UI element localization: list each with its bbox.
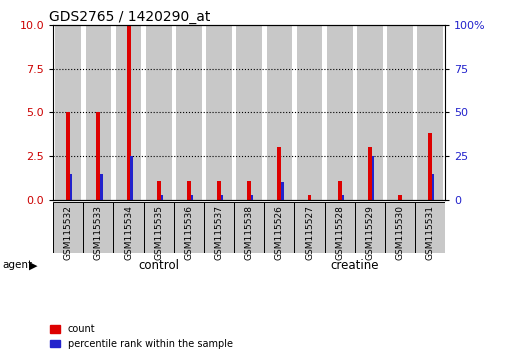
Text: GSM115533: GSM115533	[94, 205, 103, 261]
Bar	[206, 25, 231, 200]
Bar	[186, 181, 190, 200]
Bar	[145, 25, 171, 200]
Bar	[130, 156, 132, 200]
Bar	[116, 25, 141, 200]
Bar	[294, 202, 324, 253]
Bar	[307, 195, 311, 200]
Text: GSM115529: GSM115529	[365, 205, 374, 260]
Text: GSM115530: GSM115530	[395, 205, 403, 261]
Bar	[371, 156, 373, 200]
Bar	[354, 202, 384, 253]
Bar	[357, 25, 382, 200]
Bar	[431, 174, 434, 200]
Bar	[96, 113, 100, 200]
Bar	[85, 25, 111, 200]
Bar	[397, 195, 401, 200]
Text: ▶: ▶	[29, 260, 38, 270]
Bar	[234, 202, 264, 253]
Bar	[66, 113, 70, 200]
Text: agent: agent	[3, 260, 33, 270]
Bar	[247, 181, 250, 200]
Bar	[341, 195, 343, 200]
Bar	[143, 202, 173, 253]
Bar	[126, 25, 130, 200]
Bar	[326, 25, 352, 200]
Bar	[204, 202, 234, 253]
Bar	[157, 181, 161, 200]
Bar	[386, 25, 412, 200]
Bar	[83, 202, 113, 253]
Bar	[281, 183, 283, 200]
Bar	[176, 25, 201, 200]
Text: GSM115532: GSM115532	[64, 205, 73, 260]
Text: GSM115535: GSM115535	[154, 205, 163, 261]
Bar	[160, 195, 163, 200]
Bar	[220, 195, 223, 200]
Bar	[250, 195, 253, 200]
Text: GSM115537: GSM115537	[214, 205, 223, 261]
Text: GSM115528: GSM115528	[334, 205, 343, 260]
Text: GSM115534: GSM115534	[124, 205, 133, 260]
Bar	[337, 181, 341, 200]
Bar	[296, 25, 322, 200]
Bar	[55, 25, 81, 200]
Bar	[70, 174, 72, 200]
Bar	[236, 25, 262, 200]
Bar	[217, 181, 221, 200]
Text: GSM115538: GSM115538	[244, 205, 253, 261]
Text: control: control	[138, 259, 179, 272]
Bar	[277, 147, 281, 200]
Bar	[384, 202, 414, 253]
Bar	[414, 202, 444, 253]
Text: GSM115536: GSM115536	[184, 205, 193, 261]
Bar	[427, 133, 431, 200]
Text: GSM115527: GSM115527	[305, 205, 314, 260]
Bar	[324, 202, 354, 253]
Legend: count, percentile rank within the sample: count, percentile rank within the sample	[50, 324, 232, 349]
Bar	[264, 202, 294, 253]
Bar	[367, 147, 371, 200]
Text: GSM115526: GSM115526	[274, 205, 283, 260]
Bar	[113, 202, 143, 253]
Bar	[53, 202, 83, 253]
Text: GSM115531: GSM115531	[425, 205, 434, 261]
Bar	[266, 25, 291, 200]
Bar	[100, 174, 103, 200]
Bar	[173, 202, 204, 253]
Bar	[417, 25, 442, 200]
Text: GDS2765 / 1420290_at: GDS2765 / 1420290_at	[49, 10, 210, 24]
Bar	[190, 195, 193, 200]
Text: creatine: creatine	[330, 259, 378, 272]
